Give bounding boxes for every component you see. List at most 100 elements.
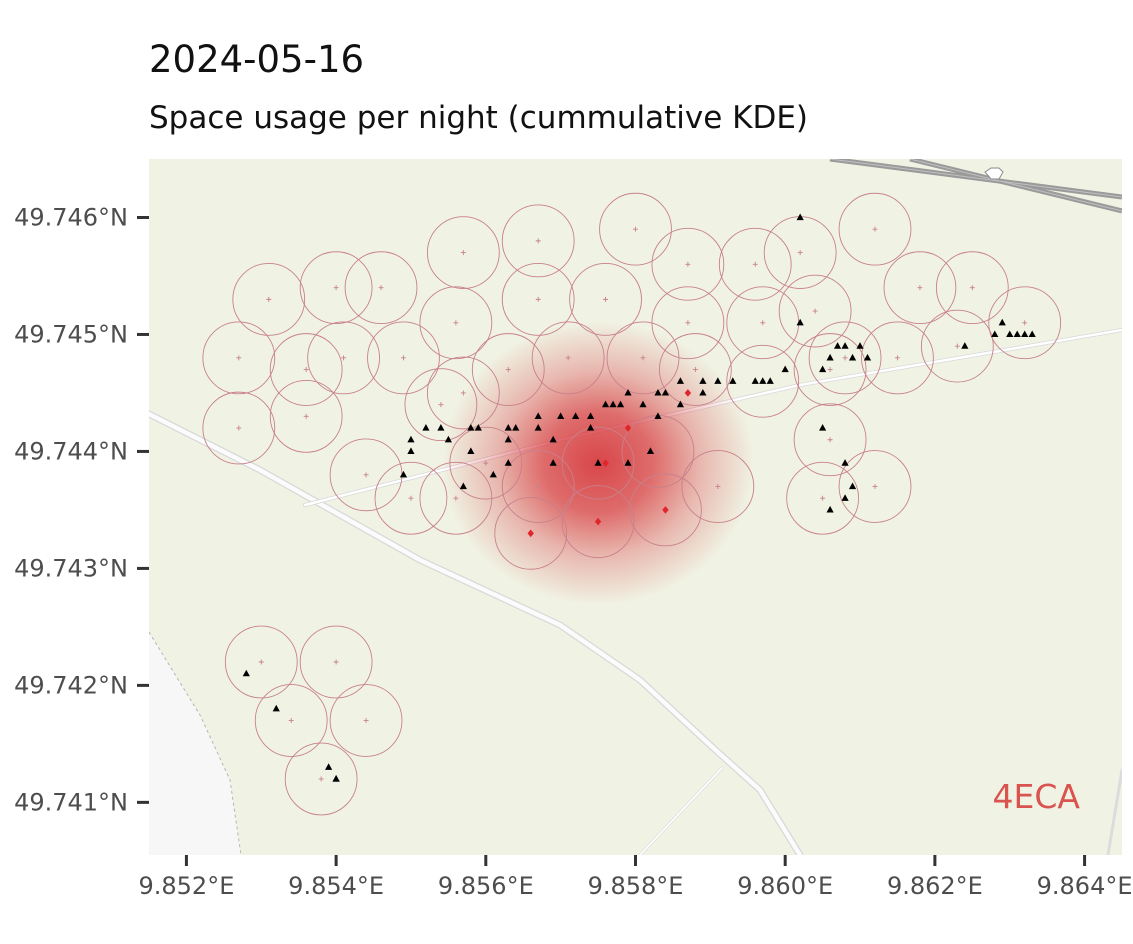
- map-subtitle: Space usage per night (cummulative KDE): [149, 100, 809, 136]
- buffer-circle: [629, 473, 702, 547]
- location-triangle: [751, 377, 759, 384]
- buffer-center-cross: [363, 717, 369, 723]
- location-triangle: [586, 424, 595, 431]
- buffer-circle: [786, 461, 859, 535]
- location-triangle: [534, 424, 542, 431]
- highlight-points: [527, 389, 692, 538]
- location-triangle: [796, 318, 804, 326]
- location-triangle: [474, 424, 482, 431]
- buffer-circle: [494, 496, 568, 570]
- buffer-center-cross: [603, 296, 609, 302]
- buffer-circle: [561, 485, 635, 558]
- location-triangle: [557, 412, 565, 419]
- buffer-circle: [838, 450, 912, 523]
- buffer-center-cross: [460, 250, 466, 256]
- buffer-circle: [426, 356, 500, 430]
- buffer-circle: [344, 251, 418, 325]
- location-triangle: [819, 424, 827, 431]
- buffer-circle: [404, 368, 478, 442]
- x-tick-label: 9.860°E: [737, 872, 833, 900]
- y-tick-label: 49.742°N: [14, 671, 128, 699]
- buffer-circle: [284, 742, 358, 816]
- location-triangle: [1013, 330, 1021, 338]
- motorway: [829, 159, 1122, 214]
- buffer-circle: [808, 321, 882, 395]
- buffer-center-cross: [872, 226, 878, 232]
- buffer-circle: [202, 391, 276, 465]
- location-triangle: [1028, 330, 1036, 338]
- location-triangle: [586, 412, 595, 419]
- location-triangle: [848, 482, 857, 490]
- buffer-circle: [988, 286, 1062, 360]
- buffer-circle: [471, 333, 545, 406]
- buffer-circle: [419, 286, 493, 360]
- basemap-layer: [149, 159, 1122, 855]
- location-triangle: [534, 412, 542, 419]
- location-triangle: [841, 494, 849, 501]
- y-tick-label: 49.744°N: [14, 437, 128, 465]
- location-triangle: [399, 470, 408, 478]
- y-tick-label: 49.743°N: [14, 554, 128, 582]
- urban-area: [149, 632, 241, 855]
- location-triangle: [781, 365, 789, 373]
- buffer-center-cross: [842, 355, 848, 361]
- location-triangle: [609, 400, 617, 408]
- location-triangle: [639, 400, 647, 408]
- buffer-circle: [651, 227, 725, 301]
- buffer-center-cross: [1022, 320, 1028, 326]
- buffer-circle: [367, 321, 440, 395]
- buffer-center-cross: [333, 659, 339, 665]
- buffer-circle: [501, 450, 575, 523]
- location-triangle: [489, 470, 497, 478]
- buffer-center-cross: [236, 425, 242, 431]
- location-triangle: [856, 342, 864, 349]
- location-triangle: [826, 505, 834, 513]
- x-axis: 9.852°E 9.854°E 9.856°E 9.858°E 9.860°E 9.862…: [138, 855, 1133, 900]
- location-triangle: [676, 377, 685, 384]
- east-road: [1106, 768, 1122, 855]
- buffer-center-cross: [303, 413, 309, 419]
- x-tick-label: 9.862°E: [887, 872, 983, 900]
- buffer-circle: [883, 251, 957, 325]
- buffer-center-cross: [715, 484, 721, 490]
- buffer-center-cross: [483, 460, 489, 466]
- location-triangle: [654, 388, 662, 396]
- buffer-circle: [606, 321, 680, 395]
- buffer-center-cross: [797, 250, 803, 256]
- location-triangle: [504, 459, 512, 466]
- buffer-center-cross: [378, 285, 384, 291]
- buffer-center-cross: [438, 402, 444, 408]
- location-triangle: [549, 435, 557, 443]
- buffer-center-cross: [333, 285, 339, 291]
- highlight-diamond: [662, 506, 669, 514]
- buffer-center-cross: [303, 367, 309, 373]
- x-tick-label: 9.856°E: [438, 872, 534, 900]
- buffer-center-cross: [453, 495, 459, 501]
- location-triangle: [819, 365, 827, 373]
- buffer-circle: [793, 333, 867, 406]
- buffer-circle: [254, 684, 328, 757]
- buffer-center-cross: [288, 717, 294, 723]
- location-triangle: [848, 353, 857, 361]
- location-triangle: [624, 388, 632, 396]
- y-tick-label: 49.746°N: [14, 203, 128, 231]
- location-triangle: [459, 482, 467, 490]
- buffer-circle: [935, 251, 1009, 325]
- buffer-circle: [681, 450, 755, 523]
- location-triangle: [863, 353, 872, 361]
- buffer-center-cross: [565, 355, 571, 361]
- location-triangle: [699, 377, 707, 384]
- buffer-center-cross: [460, 390, 466, 396]
- buffer-circle: [269, 333, 343, 406]
- buffer-circle: [224, 625, 298, 699]
- location-triangle: [961, 342, 969, 349]
- buffer-circle: [659, 333, 732, 406]
- location-points: [242, 213, 1036, 782]
- location-triangle: [504, 424, 512, 431]
- buffer-center-cross: [827, 367, 833, 373]
- location-triangle: [796, 213, 804, 221]
- location-triangle: [512, 424, 520, 431]
- location-triangle: [437, 424, 445, 431]
- buffer-center-cross: [917, 285, 923, 291]
